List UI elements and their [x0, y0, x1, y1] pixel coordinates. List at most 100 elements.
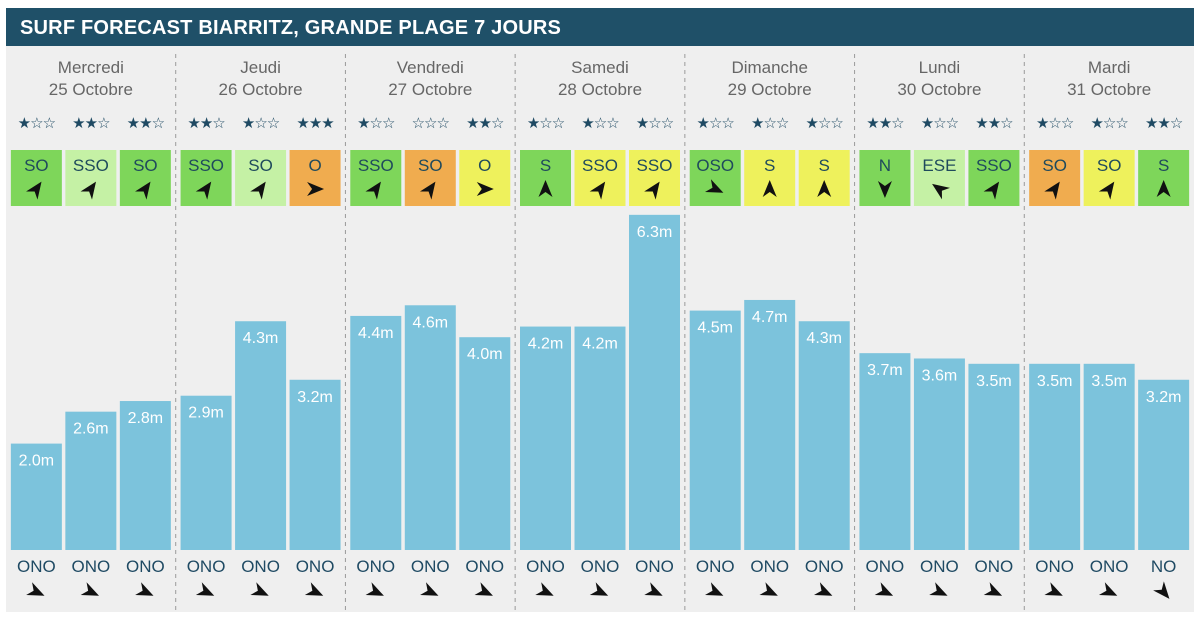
wind-arrow-icon [195, 181, 212, 200]
rating-stars: ★☆☆ [636, 115, 674, 132]
rating-stars: ★☆☆ [581, 115, 619, 132]
rating-stars: ★☆☆ [242, 115, 280, 132]
swell-arrow-icon [929, 582, 948, 596]
swell-direction-label: ONO [356, 557, 395, 576]
swell-direction-label: ONO [71, 557, 110, 576]
wind-direction-label: N [879, 156, 891, 175]
wave-height-bar [520, 326, 571, 550]
swell-arrow-icon [26, 582, 45, 596]
wave-height-bar [404, 305, 456, 550]
rating-stars: ★☆☆ [697, 115, 735, 132]
swell-direction-label: ONO [126, 557, 165, 576]
wind-arrow-icon [644, 181, 660, 200]
wave-height-bar [1029, 363, 1081, 550]
wave-height-bar [744, 299, 796, 550]
wind-box [65, 150, 117, 206]
chart-title: SURF FORECAST BIARRITZ, GRANDE PLAGE 7 J… [20, 17, 562, 39]
rating-stars: ★☆☆ [18, 115, 56, 132]
wind-direction-label: SO [418, 156, 443, 175]
wind-arrow-icon [705, 179, 724, 193]
swell-direction-label: ONO [526, 557, 565, 576]
wind-arrow-icon [1156, 180, 1171, 197]
day-name: Lundi [919, 58, 961, 77]
wind-box [289, 150, 341, 206]
wind-arrow-icon [419, 181, 436, 200]
wind-box [10, 150, 62, 206]
rating-stars: ★★★ [296, 115, 334, 132]
rating-stars: ★★☆ [127, 115, 165, 132]
wind-arrow-icon [26, 181, 42, 200]
wind-direction-label: SSO [73, 156, 109, 175]
swell-arrow-icon [1044, 582, 1063, 596]
wind-box [629, 150, 680, 206]
day-name: Mardi [1088, 58, 1131, 77]
swell-direction-label: ONO [635, 557, 674, 576]
wind-arrow-icon [589, 181, 606, 200]
wave-height-bar [65, 411, 117, 550]
wind-direction-label: SO [133, 156, 158, 175]
wind-arrow-icon [1098, 181, 1115, 200]
wind-box [1029, 150, 1081, 206]
wave-height-bar [235, 321, 287, 550]
wind-arrow-icon [1044, 181, 1060, 200]
wave-height-bar [180, 395, 232, 550]
swell-direction-label: ONO [750, 557, 789, 576]
swell-direction-label: ONO [465, 557, 504, 576]
day-date: 30 Octobre [897, 80, 981, 99]
wave-height-label: 3.2m [1146, 389, 1182, 406]
rating-stars: ★★☆ [466, 115, 504, 132]
swell-direction-label: ONO [805, 557, 844, 576]
wind-box [744, 150, 796, 206]
swell-arrow-icon [304, 582, 324, 596]
wave-height-bar [1083, 363, 1135, 550]
wind-direction-label: SO [248, 156, 273, 175]
rating-stars: ★☆☆ [1090, 115, 1128, 132]
rating-stars: ★★☆ [866, 115, 904, 132]
day-name: Vendredi [397, 58, 464, 77]
wave-height-label: 2.9m [188, 405, 224, 422]
wind-direction-label: SSO [582, 156, 618, 175]
wave-height-bar [859, 353, 911, 550]
wave-height-label: 3.2m [297, 389, 333, 406]
wave-height-bar [1138, 379, 1190, 550]
wind-direction-label: S [1158, 156, 1169, 175]
rating-stars: ★☆☆ [806, 115, 844, 132]
wave-height-bar [119, 401, 171, 550]
swell-direction-label: ONO [866, 557, 905, 576]
swell-direction-label: ONO [920, 557, 959, 576]
wind-direction-label: SSO [976, 156, 1012, 175]
rating-stars: ☆☆☆ [412, 115, 450, 132]
wave-height-label: 4.2m [582, 336, 618, 353]
wind-direction-label: SO [1042, 156, 1067, 175]
wave-height-label: 3.5m [976, 373, 1012, 390]
wind-box [350, 150, 402, 206]
wind-arrow-icon [80, 181, 97, 200]
wind-direction-label: SO [24, 156, 49, 175]
wind-arrow-icon [932, 183, 950, 200]
wave-height-label: 4.3m [243, 330, 279, 347]
wave-height-label: 4.4m [358, 325, 394, 342]
wind-direction-label: SSO [358, 156, 394, 175]
rating-stars: ★★☆ [1145, 115, 1183, 132]
wind-arrow-icon [365, 181, 381, 200]
swell-arrow-icon [474, 582, 493, 596]
rating-stars: ★☆☆ [357, 115, 395, 132]
wave-height-label: 4.5m [697, 320, 733, 337]
wave-height-bar [459, 337, 511, 550]
day-date: 26 Octobre [219, 80, 303, 99]
swell-arrow-icon [1098, 582, 1118, 596]
wind-box [1083, 150, 1135, 206]
wave-height-label: 4.0m [467, 346, 503, 363]
wave-height-bar [574, 326, 626, 550]
day-date: 29 Octobre [728, 80, 812, 99]
wind-arrow-icon [817, 180, 832, 197]
rating-stars: ★★☆ [975, 115, 1013, 132]
wind-arrow-icon [135, 181, 151, 200]
wind-arrow-icon [307, 182, 325, 196]
day-date: 28 Octobre [558, 80, 642, 99]
rating-stars: ★★☆ [72, 115, 110, 132]
wind-arrow-icon [538, 180, 553, 197]
wind-arrow-icon [250, 181, 266, 200]
swell-arrow-icon [80, 582, 100, 596]
wind-direction-label: S [540, 156, 551, 175]
